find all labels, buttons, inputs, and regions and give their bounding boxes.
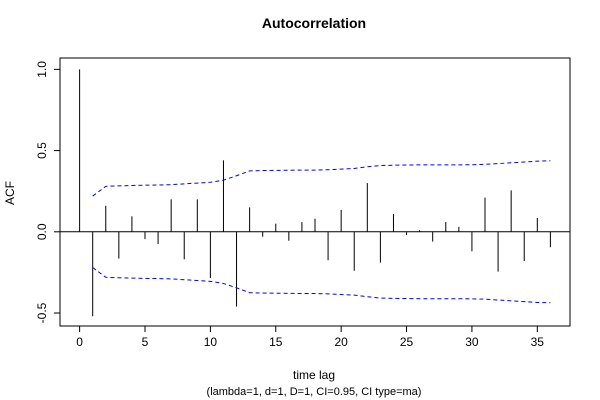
plot-frame [59, 57, 571, 327]
y-tick-label: 0.0 [35, 223, 49, 240]
ci-lower-line [92, 267, 551, 304]
plot-area: 0 5 10 15 20 25 30 35 -0.5 0.0 0.5 1.0 [35, 57, 571, 349]
x-tick-label: 20 [334, 335, 348, 349]
y-tick-label: 0.5 [35, 142, 49, 159]
x-axis-label: time lag [293, 368, 335, 382]
chart-title: Autocorrelation [262, 15, 366, 31]
x-tick-label: 30 [465, 335, 479, 349]
y-tick-label: 1.0 [35, 61, 49, 78]
ci-upper-line [92, 160, 551, 197]
x-tick-label: 0 [76, 335, 83, 349]
y-axis-label: ACF [3, 181, 17, 205]
x-tick-label: 15 [269, 335, 283, 349]
x-tick-label: 5 [142, 335, 149, 349]
x-tick-label: 35 [531, 335, 545, 349]
x-tick-label: 10 [204, 335, 218, 349]
y-tick-label: -0.5 [35, 302, 49, 323]
x-tick-label: 25 [400, 335, 414, 349]
chart-subtitle: (lambda=1, d=1, D=1, CI=0.95, CI type=ma… [207, 386, 422, 398]
